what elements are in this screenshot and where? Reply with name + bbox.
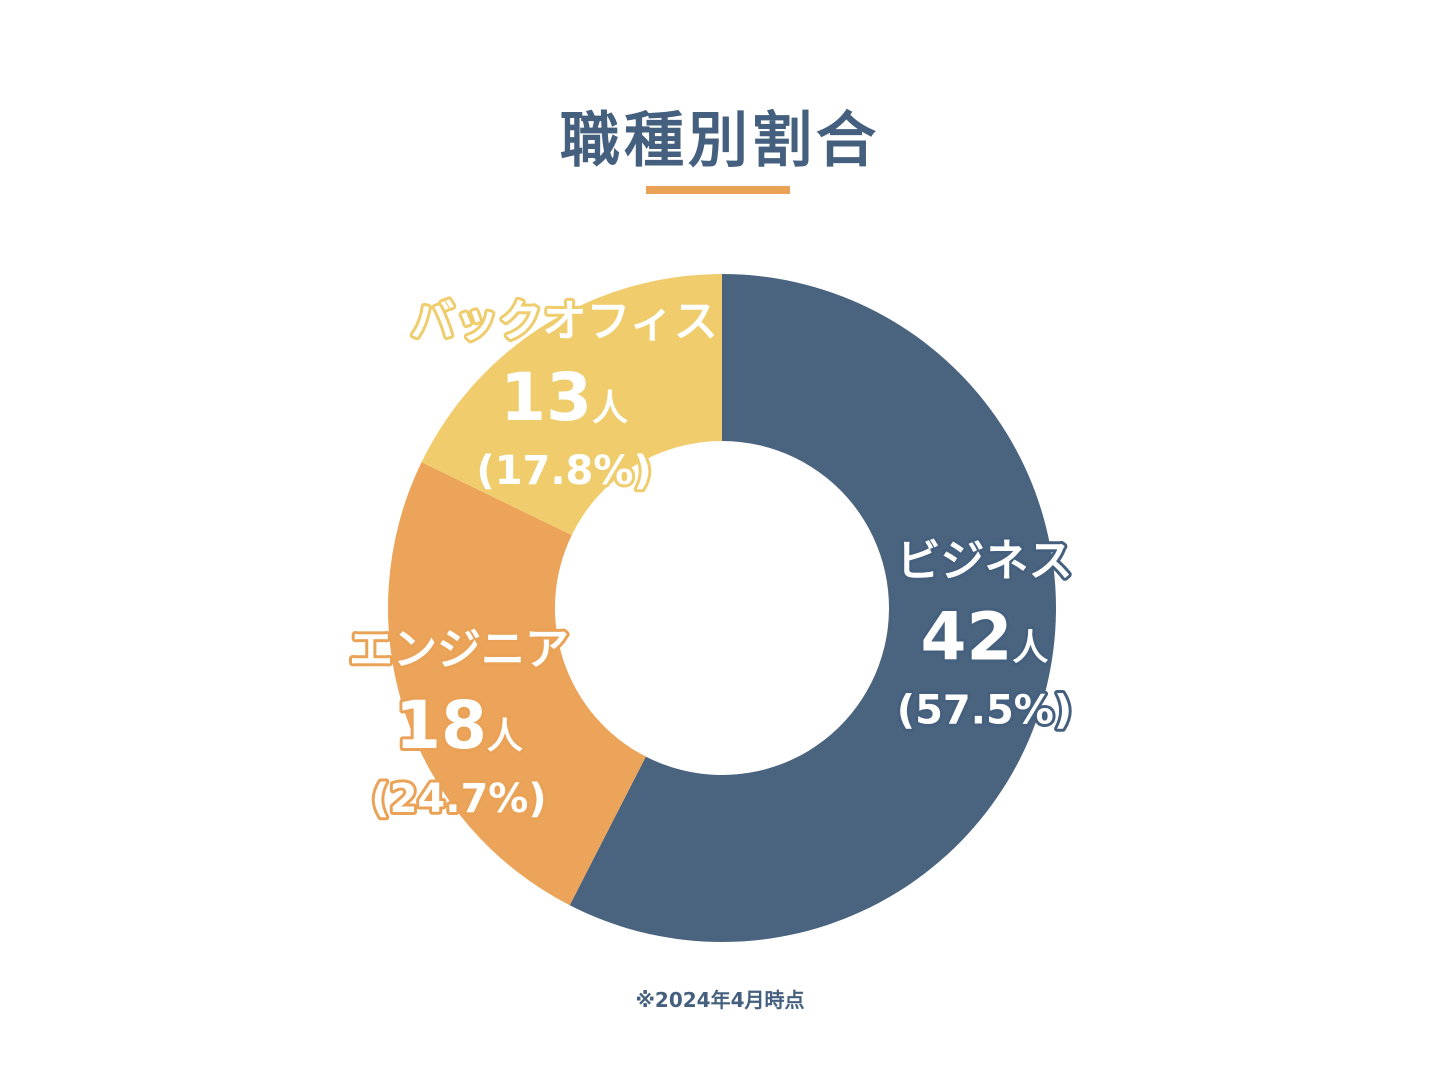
slice-count: 13人 (500, 359, 628, 436)
slice-label-2: エンジニア 18人 (24.7%) (346, 621, 572, 825)
slice-count: 42人 (921, 598, 1049, 675)
slice-name: バックオフィス (411, 296, 718, 347)
slice-count: 18人 (395, 687, 523, 764)
slice-name: エンジニア (349, 624, 569, 675)
slice-label-1: ビジネス 42人 (57.5%) (893, 532, 1075, 736)
slice-percent: (17.8%) (476, 448, 651, 494)
slice-1 (569, 274, 1056, 942)
slice-percent: (24.7%) (371, 776, 546, 822)
title-underline (646, 186, 790, 194)
slice-3 (421, 274, 722, 536)
slice-name: ビジネス (896, 535, 1072, 586)
donut-slices (387, 274, 1056, 942)
chart-title: 職種別割合 (560, 106, 880, 176)
footnote: ※2024年4月時点 (635, 988, 805, 1012)
slice-percent: (57.5%) (897, 687, 1072, 733)
slice-2 (387, 462, 646, 906)
donut-labels: ビジネス 42人 (57.5%) エンジニア 18人 (24.7%) バックオフィス 13人 (… (346, 293, 1075, 825)
slice-label-3: バックオフィス 13人 (17.8%) (408, 293, 721, 497)
